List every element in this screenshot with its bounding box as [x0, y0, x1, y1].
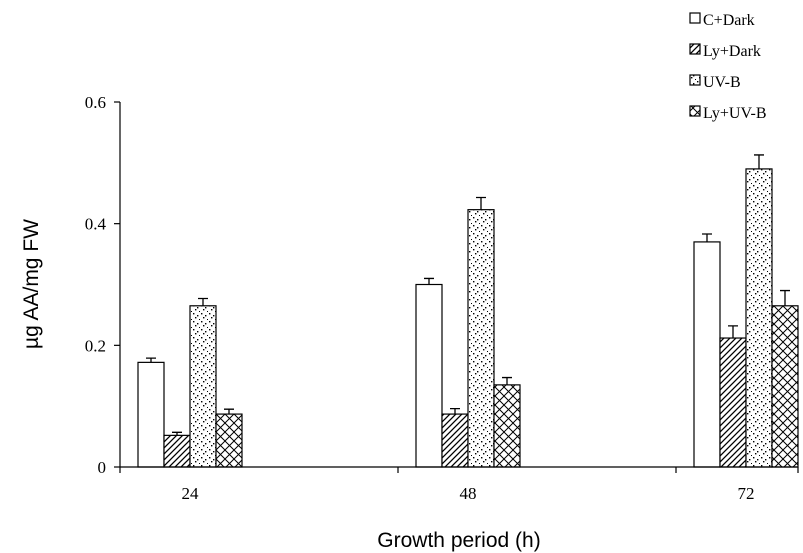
- bar-ly-uv-b-72: [771, 305, 799, 468]
- error-bar: [146, 357, 156, 363]
- error-bar: [754, 154, 764, 169]
- error-bar: [502, 376, 512, 385]
- y-tick-label: 0.2: [85, 336, 106, 355]
- bar-ly-dark-24: [163, 434, 191, 468]
- error-bar: [224, 408, 234, 415]
- legend-label: Ly+UV-B: [703, 105, 767, 122]
- legend: C+Dark Ly+Dark UV-B Ly+UV-B: [689, 12, 767, 122]
- legend-swatch: [689, 43, 701, 55]
- error-bar: [450, 407, 460, 415]
- x-tick-label: 72: [738, 484, 755, 503]
- bar-uv-b-24: [189, 305, 217, 468]
- legend-swatch: [689, 105, 701, 117]
- error-bars-layer: [146, 154, 790, 436]
- x-tick-label: 48: [460, 484, 477, 503]
- bar-c-dark-72: [693, 241, 721, 468]
- bar-uv-b-72: [745, 168, 773, 468]
- error-bar: [780, 289, 790, 306]
- bar-c-dark-48: [415, 283, 443, 468]
- error-bar: [172, 431, 182, 436]
- y-axis-ticks: 0 0.2 0.4 0.6: [85, 93, 120, 477]
- bar-ly-dark-72: [719, 337, 747, 468]
- bar-c-dark-24: [137, 361, 165, 468]
- y-tick-label: 0.6: [85, 93, 106, 112]
- legend-swatch: [689, 12, 701, 24]
- y-tick-label: 0.4: [85, 215, 107, 234]
- x-tick-label: 24: [182, 484, 200, 503]
- error-bar: [424, 277, 434, 285]
- legend-label: C+Dark: [703, 12, 755, 29]
- error-bar: [728, 325, 738, 339]
- y-axis-title: µg AA/mg FW: [20, 219, 43, 349]
- x-axis-ticks: 24 48 72: [119, 467, 799, 503]
- legend-label: Ly+Dark: [703, 43, 761, 60]
- bar-ly-uv-b-24: [215, 413, 243, 468]
- y-tick-label: 0: [98, 458, 107, 477]
- bars-layer: [137, 168, 799, 468]
- x-axis-title: Growth period (h): [377, 529, 540, 552]
- legend-swatch: [689, 74, 701, 86]
- bar-uv-b-48: [467, 209, 495, 468]
- error-bar: [702, 233, 712, 242]
- legend-label: UV-B: [703, 74, 741, 91]
- error-bar: [476, 196, 486, 210]
- error-bar: [198, 297, 208, 306]
- bar-ly-uv-b-48: [493, 384, 521, 468]
- bar-ly-dark-48: [441, 413, 469, 468]
